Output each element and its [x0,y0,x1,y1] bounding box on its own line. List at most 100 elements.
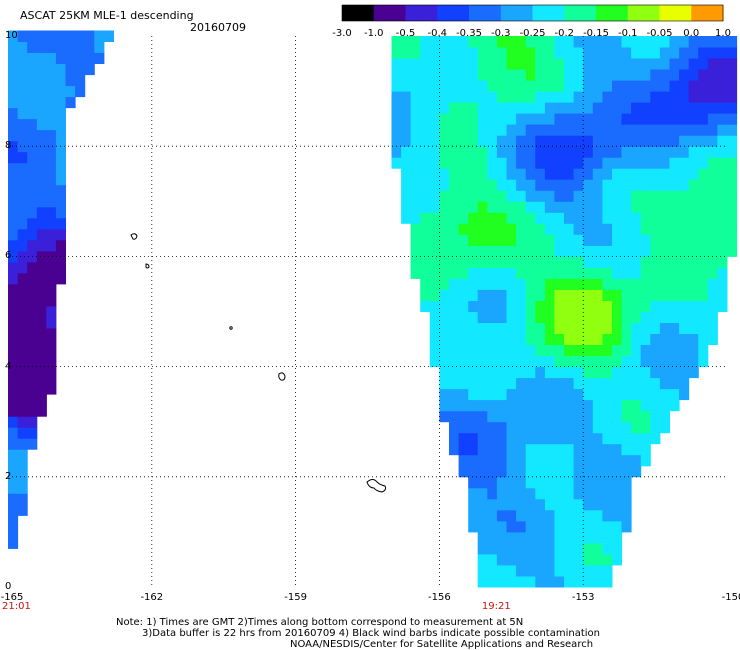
data-pixel [8,173,19,186]
data-pixel [564,565,575,577]
data-pixel [17,339,28,351]
data-pixel [679,234,690,246]
data-pixel [17,173,28,186]
data-pixel [516,487,527,500]
data-pixel [573,333,584,345]
data-pixel [650,212,661,224]
data-pixel [621,355,632,368]
data-pixel [583,113,594,125]
data-pixel [46,118,57,131]
data-pixel [17,306,28,318]
data-pixel [17,405,28,417]
data-pixel [650,245,661,257]
data-pixel [717,190,728,202]
data-pixel [544,542,555,555]
data-pixel [468,58,479,70]
data-pixel [429,223,440,235]
data-pixel [487,234,498,246]
data-pixel [55,63,66,76]
data-pixel [621,454,632,467]
data-pixel [420,190,431,202]
y-tick-label: 2 [5,470,12,482]
data-pixel [659,157,670,169]
data-pixel [544,300,555,312]
data-pixel [669,201,680,213]
data-pixel [27,52,38,64]
data-pixel [535,190,546,202]
data-pixel [717,267,728,279]
colorbar-tick-label: 0.0 [683,28,700,39]
data-pixel [554,476,565,489]
data-pixel [8,162,19,175]
island-outline [130,233,138,240]
data-pixel [506,168,517,180]
data-pixel [544,322,555,334]
data-pixel [506,487,517,500]
data-pixel [564,223,575,235]
data-pixel [506,344,517,357]
data-pixel [506,47,517,59]
data-pixel [554,454,565,467]
island-outline [278,372,286,381]
data-pixel [698,289,709,301]
data-pixel [592,234,603,246]
data-pixel [573,576,584,588]
data-pixel [458,399,469,412]
data-pixel [544,432,555,445]
data-pixel [564,421,575,434]
data-pixel [55,261,66,274]
data-pixel [650,432,661,445]
data-pixel [525,157,536,169]
data-pixel [544,58,555,70]
data-pixel [659,190,670,202]
data-pixel [640,69,651,81]
data-pixel [8,63,19,76]
data-pixel [496,465,507,478]
data-pixel [439,113,450,125]
data-pixel [449,388,460,401]
data-pixel [688,113,699,125]
data-pixel [46,30,57,42]
data-pixel [17,217,28,230]
data-pixel [535,465,546,478]
data-pixel [583,322,594,334]
data-pixel [535,278,546,290]
island-outlines [130,233,387,493]
data-pixel [564,377,575,390]
data-pixel [592,432,603,445]
data-pixel [525,531,536,544]
data-pixel [544,355,555,368]
data-pixel [55,151,66,164]
data-pixel [544,333,555,345]
data-pixel [640,443,651,456]
data-pixel [516,289,527,301]
data-pixel [602,421,613,434]
data-pixel [449,278,460,290]
data-pixel [525,47,536,59]
data-pixel [602,179,613,191]
data-pixel [564,509,575,522]
data-pixel [679,223,690,235]
data-pixel [535,256,546,268]
data-pixel [477,498,488,511]
data-pixel [516,322,527,334]
data-pixel [477,333,488,345]
swath-pixels [8,30,738,588]
data-pixel [631,443,642,456]
data-pixel [525,256,536,268]
data-pixel [573,267,584,279]
data-pixel [525,289,536,301]
data-pixel [525,498,536,511]
data-pixel [621,509,632,522]
data-pixel [717,179,728,191]
data-pixel [688,322,699,334]
data-pixel [612,80,623,92]
data-pixel [631,300,642,312]
data-pixel [640,223,651,235]
data-pixel [583,267,594,279]
data-pixel [487,267,498,279]
data-pixel [8,383,19,395]
data-pixel [592,520,603,533]
data-pixel [506,278,517,290]
data-pixel [420,256,431,268]
